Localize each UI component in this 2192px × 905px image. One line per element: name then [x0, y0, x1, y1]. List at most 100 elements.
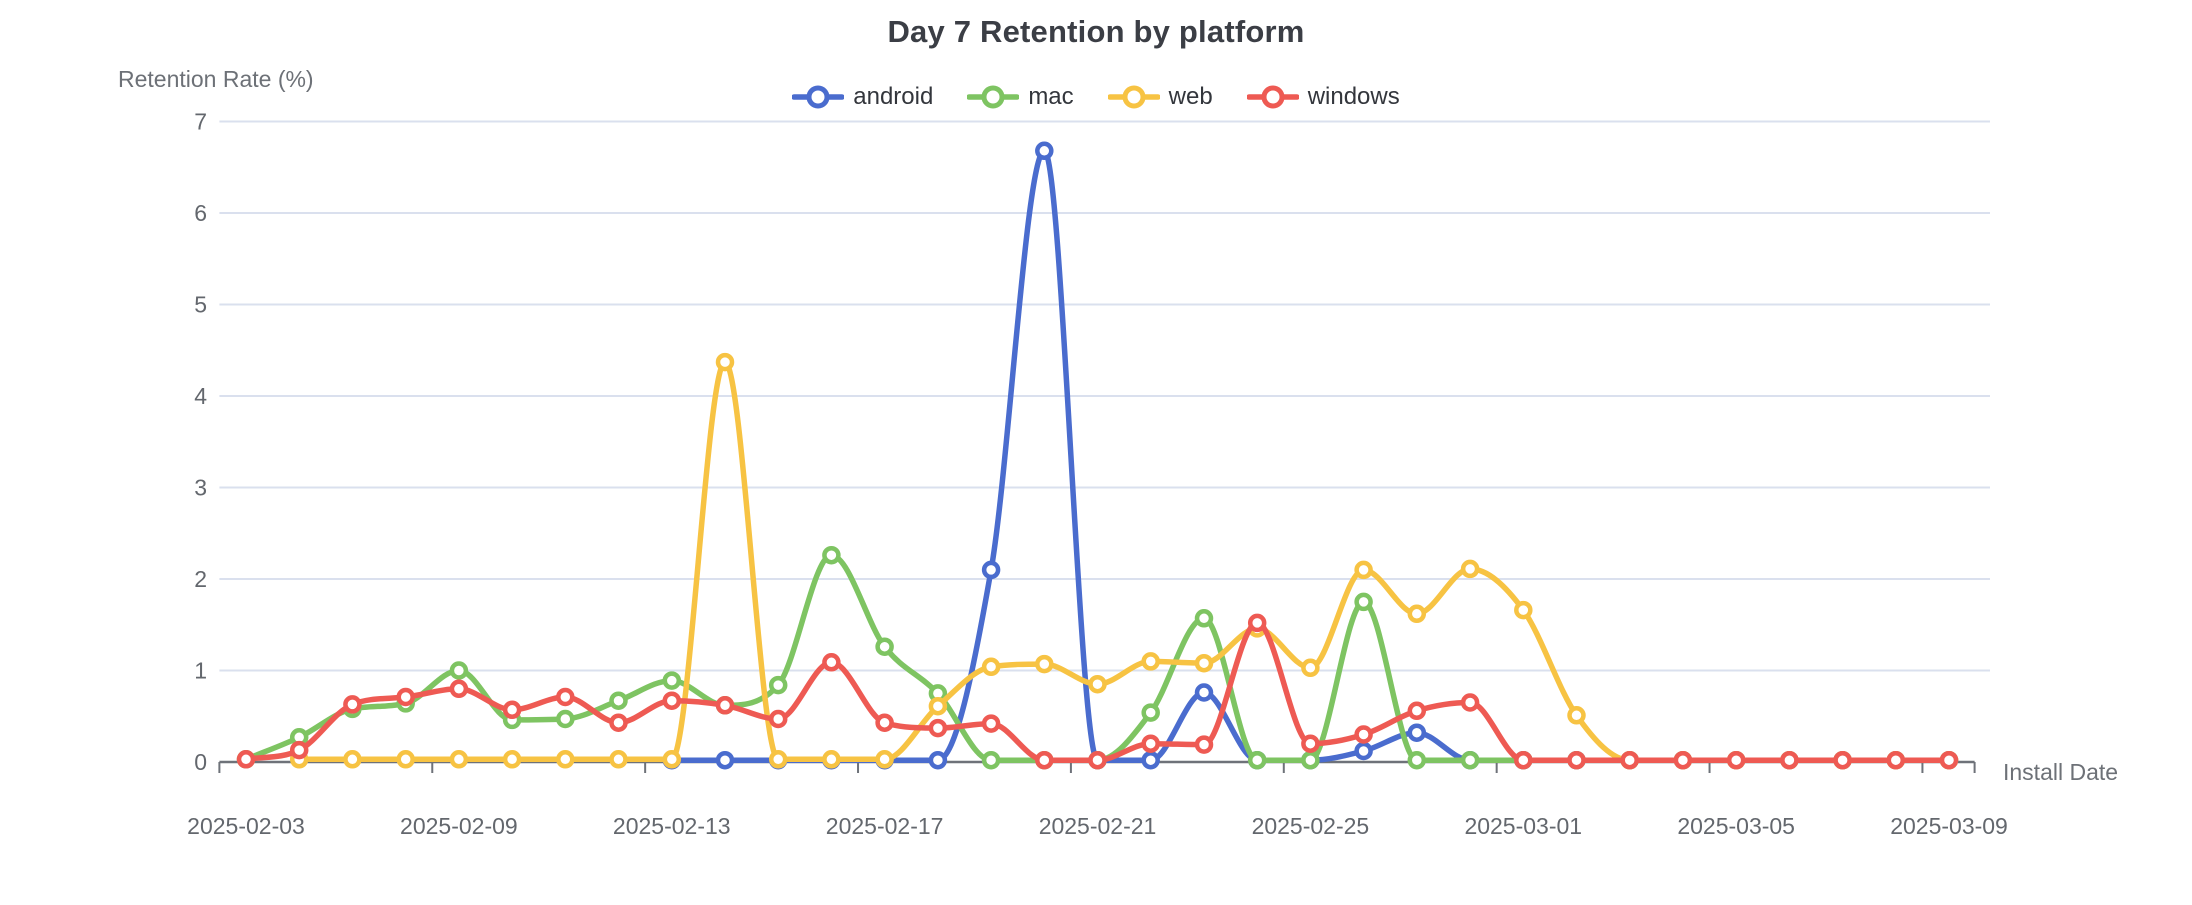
data-point-mac[interactable]	[1247, 750, 1267, 770]
data-point-windows[interactable]	[1567, 750, 1586, 770]
data-point-windows[interactable]	[1088, 750, 1107, 770]
legend: android mac web windows	[0, 82, 2192, 112]
data-point-mac[interactable]	[822, 545, 841, 565]
data-point-android[interactable]	[1407, 723, 1427, 742]
data-point-mac[interactable]	[449, 661, 469, 680]
data-point-windows[interactable]	[1460, 693, 1480, 712]
x-axis-title: Install Date	[2003, 759, 2119, 785]
data-point-web[interactable]	[768, 750, 788, 769]
data-point-windows[interactable]	[981, 714, 1001, 733]
y-tick-label: 1	[194, 658, 207, 684]
data-point-mac[interactable]	[1460, 750, 1480, 770]
data-point-web[interactable]	[1354, 560, 1373, 580]
data-point-mac[interactable]	[875, 637, 894, 656]
data-point-mac[interactable]	[1301, 750, 1320, 770]
data-point-mac[interactable]	[1194, 609, 1214, 628]
data-point-web[interactable]	[502, 750, 522, 769]
data-point-windows[interactable]	[1141, 734, 1160, 753]
data-point-web[interactable]	[609, 750, 628, 769]
data-point-windows[interactable]	[343, 695, 362, 714]
x-tick-label: 2025-02-09	[400, 813, 518, 839]
legend-marker-icon	[1107, 85, 1160, 109]
data-point-windows[interactable]	[875, 713, 894, 732]
y-tick-label: 5	[194, 292, 207, 318]
data-point-windows[interactable]	[1833, 750, 1852, 770]
data-point-windows[interactable]	[1514, 750, 1533, 770]
data-point-windows[interactable]	[1035, 750, 1054, 770]
series-web	[289, 352, 1959, 770]
data-point-web[interactable]	[396, 750, 415, 769]
data-point-windows[interactable]	[1354, 725, 1373, 744]
data-point-mac[interactable]	[609, 691, 628, 710]
data-point-android[interactable]	[981, 560, 1001, 580]
legend-item-mac[interactable]: mac	[967, 82, 1074, 112]
data-point-android[interactable]	[715, 750, 735, 770]
data-point-windows[interactable]	[1886, 750, 1906, 770]
data-point-windows[interactable]	[449, 679, 469, 699]
data-point-android[interactable]	[1035, 141, 1054, 161]
data-point-mac[interactable]	[768, 675, 788, 695]
data-point-mac[interactable]	[981, 750, 1001, 770]
data-point-windows[interactable]	[1939, 750, 1959, 770]
y-tick-label: 2	[194, 566, 207, 592]
data-point-windows[interactable]	[502, 700, 522, 720]
data-point-windows[interactable]	[1780, 750, 1799, 770]
data-point-android[interactable]	[928, 750, 948, 770]
data-point-web[interactable]	[662, 750, 682, 769]
data-point-windows[interactable]	[556, 687, 575, 707]
data-point-windows[interactable]	[396, 687, 415, 707]
legend-label: mac	[1028, 83, 1074, 110]
data-point-web[interactable]	[1407, 604, 1427, 624]
chart-title: Day 7 Retention by platform	[887, 14, 1305, 49]
data-point-web[interactable]	[1141, 652, 1160, 671]
data-point-windows[interactable]	[662, 691, 682, 710]
data-point-windows[interactable]	[1673, 750, 1693, 770]
y-tick-label: 0	[194, 749, 207, 775]
data-point-windows[interactable]	[1407, 701, 1427, 721]
data-point-web[interactable]	[1567, 706, 1586, 725]
data-point-web[interactable]	[1088, 674, 1107, 694]
data-point-web[interactable]	[875, 750, 894, 769]
data-point-windows[interactable]	[1726, 750, 1746, 770]
data-point-web[interactable]	[715, 352, 735, 372]
data-point-web[interactable]	[1460, 559, 1480, 579]
data-point-web[interactable]	[343, 750, 362, 769]
data-point-web[interactable]	[556, 750, 575, 769]
data-point-mac[interactable]	[1354, 592, 1373, 612]
data-point-windows[interactable]	[289, 740, 309, 760]
data-point-windows[interactable]	[609, 713, 628, 732]
data-point-windows[interactable]	[768, 709, 788, 729]
data-point-windows[interactable]	[1620, 750, 1639, 770]
data-point-web[interactable]	[1194, 653, 1214, 673]
data-point-windows[interactable]	[1247, 613, 1267, 633]
data-point-windows[interactable]	[715, 696, 735, 715]
data-point-android[interactable]	[1141, 750, 1160, 770]
data-point-android[interactable]	[1354, 741, 1373, 761]
data-point-windows[interactable]	[1301, 734, 1320, 753]
data-point-web[interactable]	[449, 750, 469, 769]
data-point-mac[interactable]	[1407, 750, 1427, 770]
legend-item-web[interactable]: web	[1107, 82, 1213, 112]
data-point-windows[interactable]	[236, 750, 256, 769]
x-tick-label: 2025-03-01	[1464, 813, 1582, 839]
series-line-windows	[243, 620, 1952, 763]
legend-label: windows	[1307, 83, 1400, 110]
data-point-web[interactable]	[1301, 658, 1320, 678]
legend-item-windows[interactable]: windows	[1246, 82, 1400, 112]
data-point-windows[interactable]	[928, 718, 948, 738]
data-point-mac[interactable]	[556, 709, 575, 729]
data-point-android[interactable]	[1194, 683, 1214, 702]
data-point-web[interactable]	[928, 696, 948, 716]
series-line-mac	[243, 552, 1952, 763]
data-point-windows[interactable]	[1194, 735, 1214, 754]
data-point-web[interactable]	[1035, 654, 1054, 674]
legend-item-android[interactable]: android	[792, 82, 933, 112]
data-point-web[interactable]	[1514, 600, 1533, 620]
data-point-mac[interactable]	[1141, 703, 1160, 722]
data-point-mac[interactable]	[662, 671, 682, 690]
data-point-windows[interactable]	[822, 653, 841, 672]
data-point-web[interactable]	[822, 750, 841, 769]
data-point-web[interactable]	[981, 657, 1001, 677]
x-tick-label: 2025-03-05	[1677, 813, 1795, 839]
